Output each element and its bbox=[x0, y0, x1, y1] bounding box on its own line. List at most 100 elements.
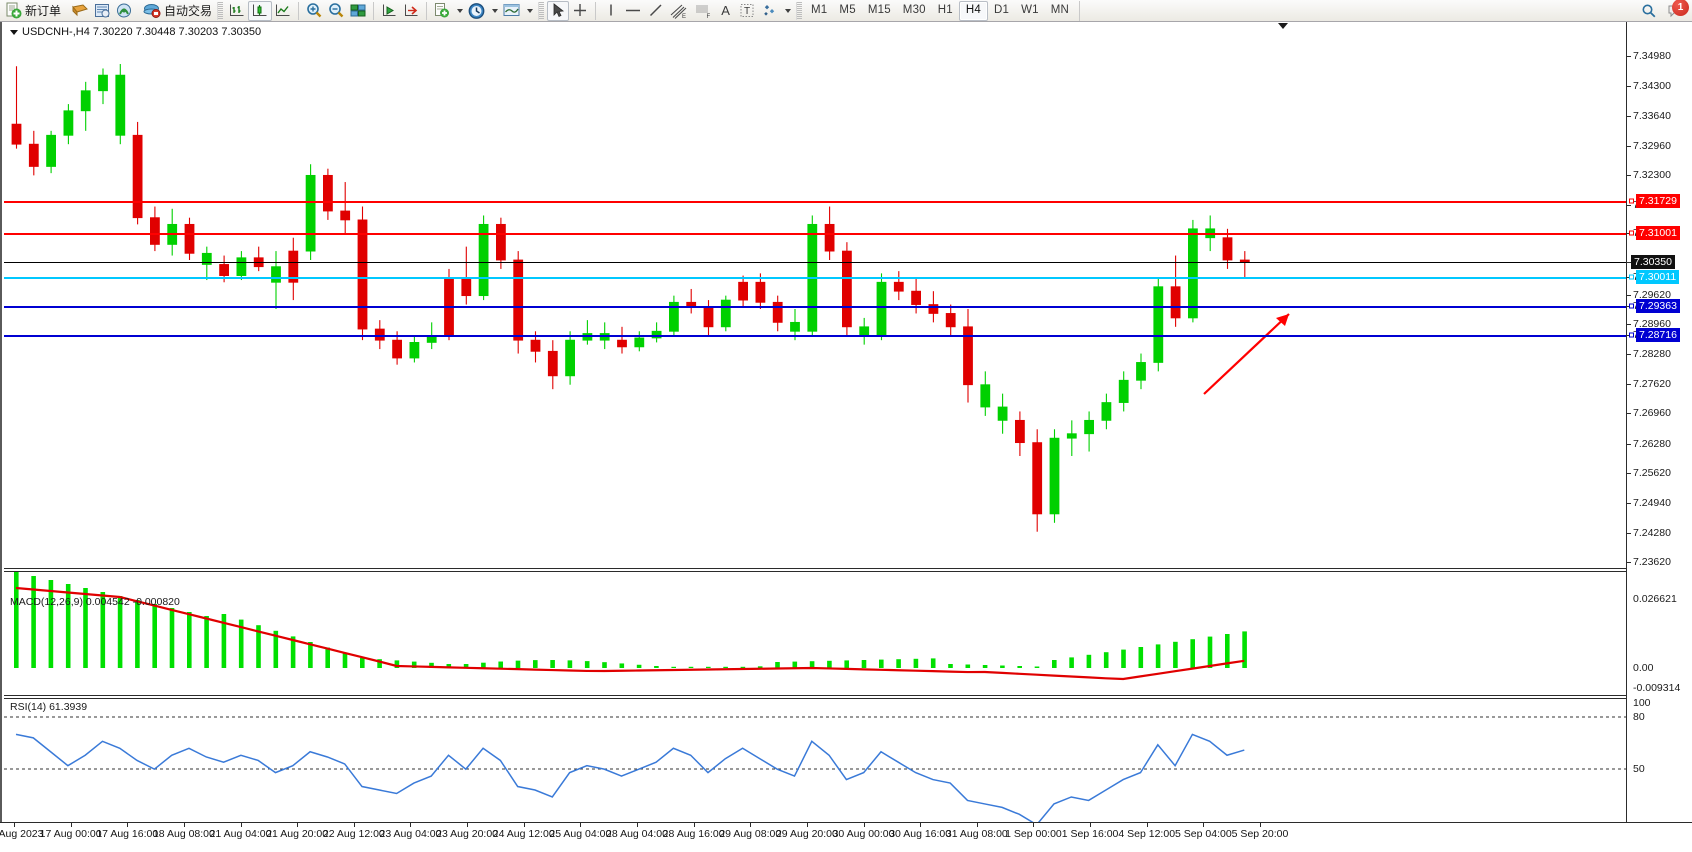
timeframe-button-d1[interactable]: D1 bbox=[994, 4, 1010, 16]
expert-advisors-button[interactable]: 自动交易 bbox=[141, 1, 214, 21]
data-window-button[interactable] bbox=[91, 1, 113, 21]
cursor-button[interactable] bbox=[547, 0, 570, 21]
crosshair-button[interactable] bbox=[569, 1, 591, 21]
time-axis-tick bbox=[410, 823, 412, 827]
navigator-button[interactable] bbox=[113, 1, 135, 21]
price-level-badge-support[interactable]: 7.29363 bbox=[1636, 299, 1680, 314]
chart-canvas[interactable]: USDCNH-,H4 7.30220 7.30448 7.30203 7.303… bbox=[4, 22, 1626, 852]
price-level-line-7-30011[interactable] bbox=[4, 277, 1626, 280]
auto-trade-label: 自动交易 bbox=[164, 4, 213, 18]
notification-badge: 1 bbox=[1672, 0, 1689, 16]
price-axis-tick bbox=[1627, 145, 1631, 147]
price-level-line-7-30350[interactable] bbox=[4, 262, 1626, 264]
line-chart-button[interactable] bbox=[272, 1, 294, 21]
time-axis-tick bbox=[920, 823, 922, 827]
vertical-line-button[interactable] bbox=[600, 1, 621, 21]
notifications-button[interactable]: 1 bbox=[1665, 0, 1689, 21]
text-button[interactable]: A bbox=[715, 1, 736, 21]
price-axis-label: 7.28960 bbox=[1633, 318, 1671, 331]
price-chart-svg bbox=[11, 64, 1290, 532]
time-axis-tick bbox=[976, 823, 978, 827]
price-level-handle[interactable] bbox=[1629, 303, 1634, 309]
price-level-line-7-28716[interactable] bbox=[4, 335, 1626, 337]
bar-chart-button[interactable] bbox=[226, 1, 248, 21]
price-axis[interactable]: 7.349807.343007.336407.329607.323007.316… bbox=[1626, 22, 1692, 852]
rsi-pane-top-separator bbox=[4, 695, 1626, 696]
macd-label: MACD(12,26,9) 0.004542 -0.000820 bbox=[10, 596, 180, 608]
time-axis-label: 16 Aug 2023 bbox=[0, 828, 44, 840]
terminal-button[interactable] bbox=[69, 1, 91, 21]
chart-window-button[interactable] bbox=[347, 1, 369, 21]
svg-text:F: F bbox=[707, 14, 711, 20]
time-axis-label: 22 Aug 12:00 bbox=[322, 828, 385, 840]
price-level-handle[interactable] bbox=[1629, 332, 1634, 338]
time-axis-label: 21 Aug 20:00 bbox=[266, 828, 329, 840]
trendline-button[interactable] bbox=[645, 1, 667, 21]
timeframe-button-m30[interactable]: M30 bbox=[902, 4, 926, 16]
templates-button[interactable] bbox=[500, 1, 523, 21]
rsi-axis-label: 100 bbox=[1633, 697, 1651, 709]
periods-button[interactable] bbox=[465, 1, 488, 21]
price-axis-tick bbox=[1627, 86, 1631, 88]
chevron-down-icon bbox=[527, 8, 534, 13]
autoscroll-button[interactable] bbox=[378, 1, 400, 21]
rsi-label: RSI(14) 61.3939 bbox=[10, 701, 88, 713]
price-level-badge-last-price[interactable]: 7.30350 bbox=[1631, 255, 1675, 270]
zoom-in-button[interactable] bbox=[303, 1, 325, 21]
time-axis-label: 4 Sep 12:00 bbox=[1118, 828, 1176, 840]
price-level-handle[interactable] bbox=[1629, 274, 1634, 280]
fibonacci-retracement-button[interactable]: F bbox=[691, 1, 715, 21]
svg-text:E: E bbox=[682, 14, 686, 20]
price-axis-tick bbox=[1627, 383, 1631, 385]
horizontal-line-button[interactable] bbox=[621, 1, 645, 21]
price-level-badge-support[interactable]: 7.28716 bbox=[1636, 328, 1680, 342]
price-level-line-7-31729[interactable] bbox=[4, 200, 1626, 203]
chevron-down-icon bbox=[492, 8, 499, 13]
search-icon[interactable] bbox=[1638, 1, 1659, 21]
chart-window[interactable]: USDCNH-,H4 7.30220 7.30448 7.30203 7.303… bbox=[0, 22, 1692, 852]
chart-menu-triangle-icon[interactable] bbox=[10, 29, 18, 35]
shapes-dropdown[interactable] bbox=[781, 1, 793, 21]
price-level-handle[interactable] bbox=[1629, 230, 1634, 236]
price-axis-label: 7.34980 bbox=[1633, 50, 1671, 62]
indicators-dropdown[interactable] bbox=[453, 1, 465, 21]
shapes-button[interactable] bbox=[758, 1, 781, 21]
timeframe-button-h1[interactable]: H1 bbox=[937, 4, 953, 16]
indicators-button[interactable] bbox=[431, 1, 453, 21]
equidistant-channel-button[interactable]: E bbox=[667, 1, 691, 21]
price-axis-tick bbox=[1627, 413, 1631, 415]
timeframe-button-m5[interactable]: M5 bbox=[839, 4, 856, 16]
price-level-badge-bid[interactable]: 7.30011 bbox=[1636, 270, 1680, 285]
toolbar-separator-3 bbox=[796, 1, 803, 20]
price-axis-tick bbox=[1627, 562, 1631, 563]
timeframe-button-m15[interactable]: M15 bbox=[867, 4, 891, 16]
timeframe-button-mn[interactable]: MN bbox=[1050, 4, 1070, 16]
rsi-axis-label: 80 bbox=[1633, 711, 1645, 723]
new-order-button[interactable]: 新订单 bbox=[0, 1, 63, 21]
price-level-handle[interactable] bbox=[1629, 198, 1634, 204]
time-axis-label: 1 Sep 16:00 bbox=[1061, 828, 1119, 840]
templates-dropdown[interactable] bbox=[523, 1, 535, 21]
price-level-badge-resistance[interactable]: 7.31001 bbox=[1636, 226, 1680, 241]
chart-shift-button[interactable] bbox=[400, 1, 422, 21]
price-level-line-7-29363[interactable] bbox=[4, 306, 1626, 309]
timeframe-button-m1[interactable]: M1 bbox=[811, 4, 828, 16]
time-axis-tick bbox=[1090, 823, 1092, 827]
price-axis-tick bbox=[1627, 56, 1631, 57]
price-level-line-7-31001[interactable] bbox=[4, 233, 1626, 236]
toolbar-group-tools: E F A T bbox=[547, 0, 793, 22]
timeframe-button-h4[interactable]: H4 bbox=[958, 0, 988, 21]
zoom-out-button[interactable] bbox=[325, 1, 347, 21]
toolbar-separator-2 bbox=[538, 1, 545, 20]
chart-symbol-header: USDCNH-,H4 7.30220 7.30448 7.30203 7.303… bbox=[10, 26, 261, 38]
periods-dropdown[interactable] bbox=[488, 1, 500, 21]
text-label-button[interactable]: T bbox=[736, 1, 758, 21]
toolbar-group-trading: 新订单 bbox=[0, 0, 214, 22]
time-axis-label: 21 Aug 04:00 bbox=[209, 828, 272, 840]
price-level-badge-resistance[interactable]: 7.31729 bbox=[1636, 193, 1680, 208]
timeframe-button-w1[interactable]: W1 bbox=[1021, 4, 1039, 16]
candlestick-chart-button[interactable] bbox=[248, 0, 273, 21]
toolbar-group-scroll bbox=[378, 0, 422, 22]
